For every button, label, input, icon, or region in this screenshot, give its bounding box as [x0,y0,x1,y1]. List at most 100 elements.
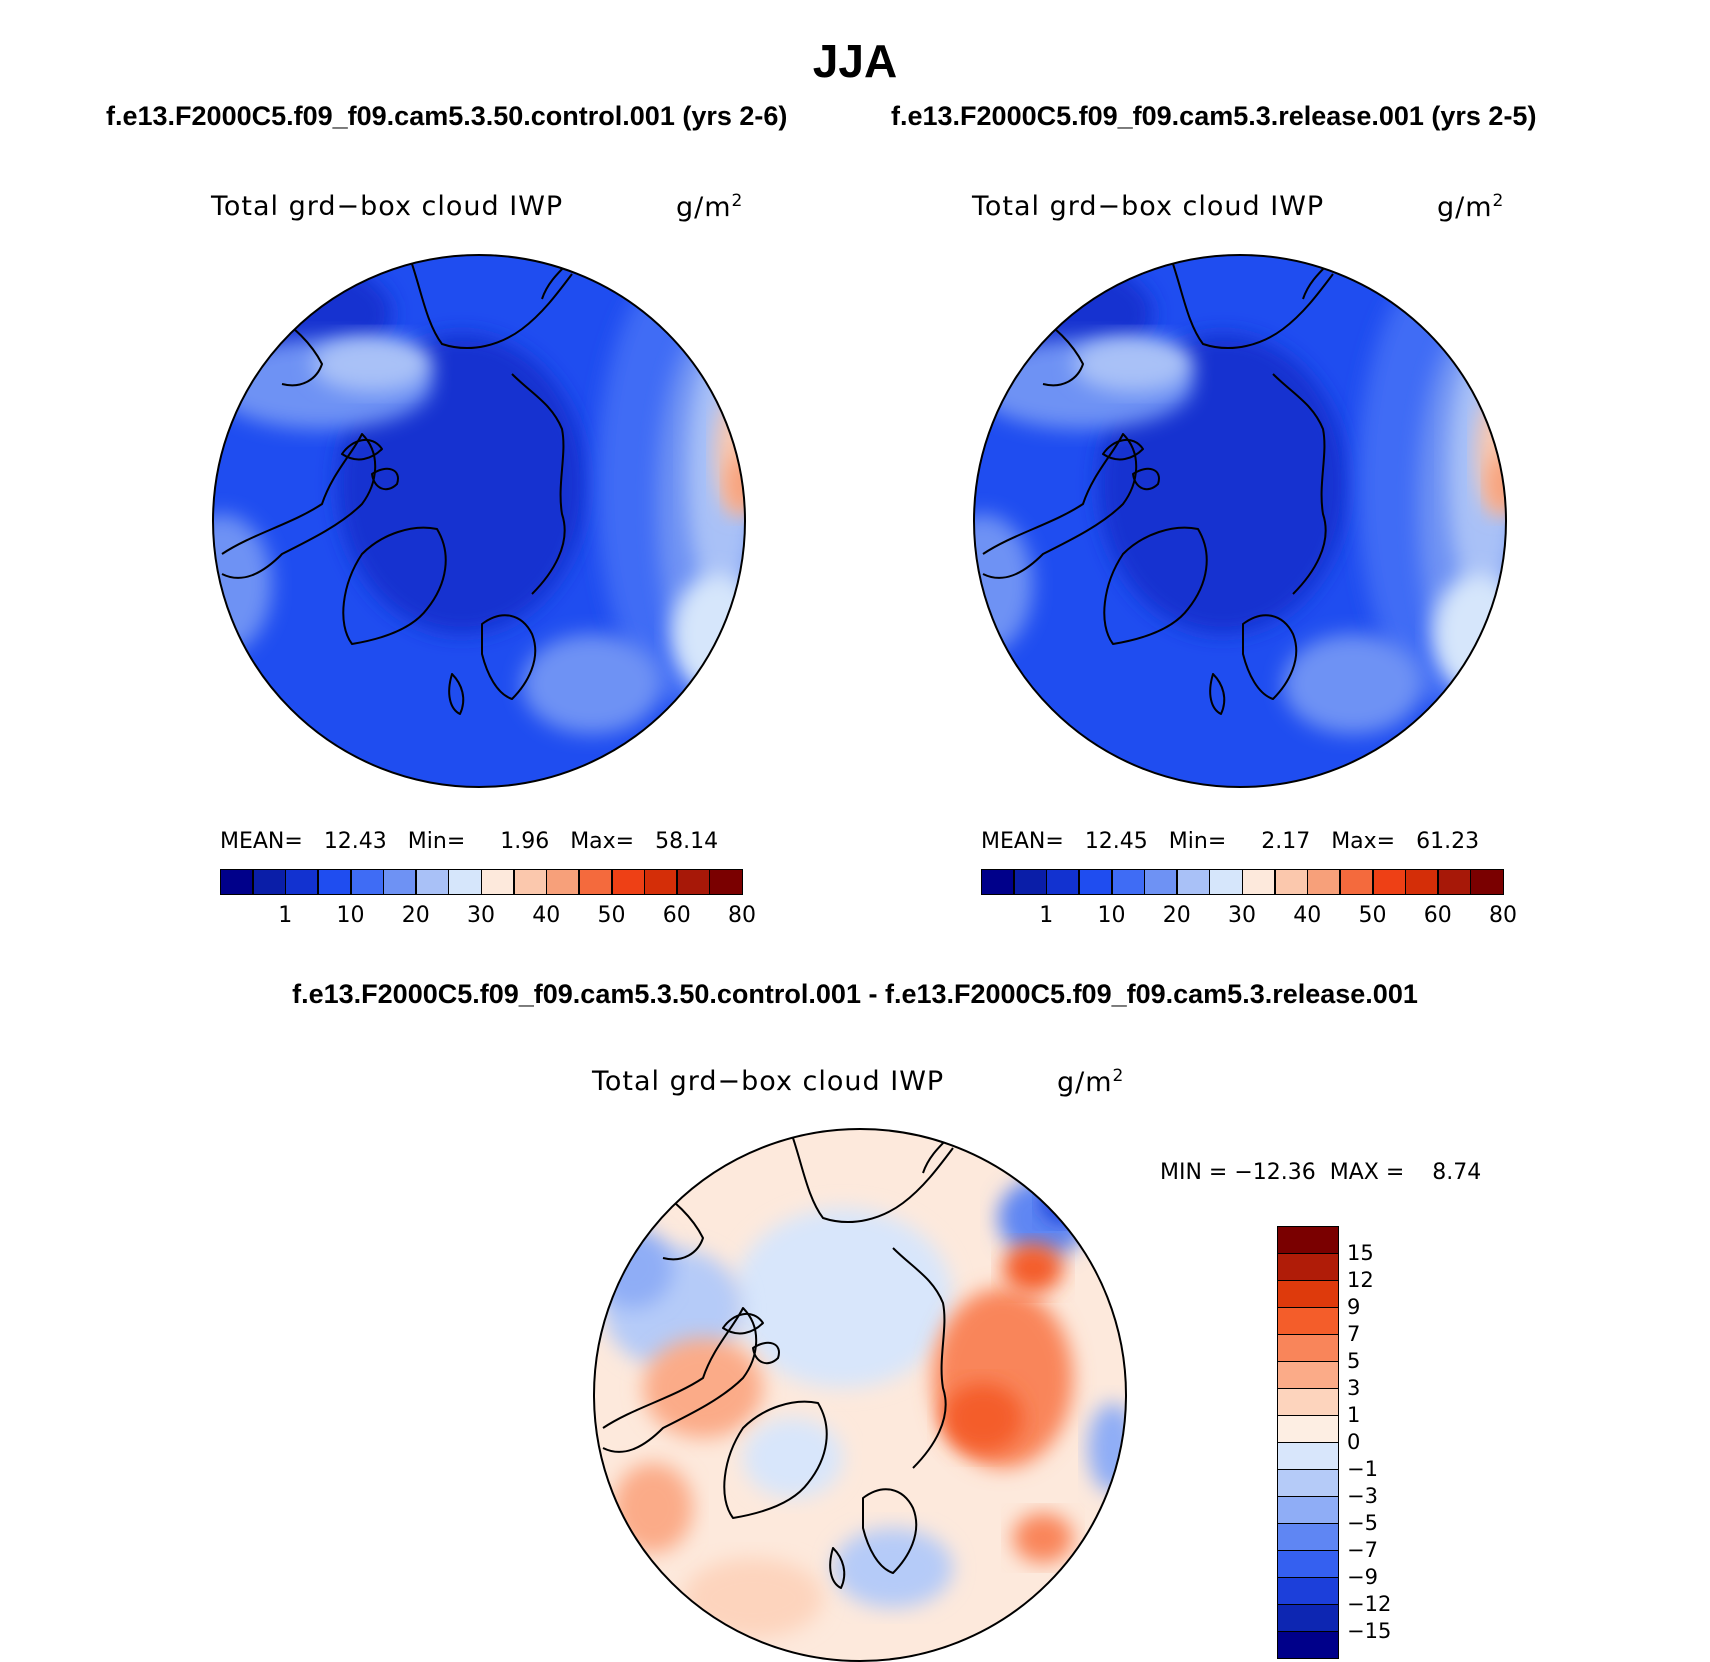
field-region [1013,1513,1073,1563]
right-case-title: f.e13.F2000C5.f09_f09.cam5.3.release.001… [891,101,1537,131]
coastline [792,1137,954,1224]
colorbar-swatch [1277,1496,1339,1524]
colorbar-tick-label: −5 [1347,1511,1378,1535]
colorbar-swatch [481,869,515,895]
colorbar-tick-label: 30 [467,903,495,928]
colorbar-tick-label: 1 [1347,1403,1361,1427]
coastline [371,467,399,491]
colorbar-swatch [1339,869,1373,895]
colorbar-swatch [1274,869,1308,895]
colorbar-panel2-ticks: 1 10 20 30 40 50 60 80 [981,903,1517,931]
panel2-max: 61.23 [1416,829,1480,854]
colorbar-swatch [1144,869,1178,895]
colorbar-tick-label: 0 [1347,1430,1361,1454]
coastline [602,1307,758,1453]
colorbar-swatch [285,869,319,895]
colorbar-swatch [578,869,612,895]
colorbar-tick-label: 10 [336,903,365,928]
colorbar-swatch [1277,1253,1339,1281]
colorbar-tick-label: 80 [1489,903,1517,928]
coastline [722,1313,764,1335]
colorbar-swatch [1277,1415,1339,1443]
colorbar-swatch [1277,1604,1339,1632]
field-region [743,1418,843,1498]
field-region [1073,336,1193,392]
colorbar-swatch [1046,869,1080,895]
colorbar-swatch [448,869,482,895]
map-diff [593,1128,1127,1662]
map-panel1 [212,254,746,788]
coastline [448,673,465,715]
colorbar-tick-label: 7 [1347,1322,1361,1346]
colorbar-tick-label: 1 [1039,903,1054,928]
coastline [892,1247,947,1469]
colorbar-tick-label: 40 [1293,903,1322,928]
field-region [312,336,432,392]
diff-title: f.e13.F2000C5.f09_f09.cam5.3.50.control.… [292,979,1418,1009]
colorbar-swatch [1242,869,1276,895]
coastline [341,439,383,461]
panel2-mean: 12.45 [1084,829,1148,854]
panel3-units: g/m2 [1057,1066,1125,1098]
colorbar-swatch [1405,869,1439,895]
panel2-units: g/m2 [1437,191,1505,223]
field-region [672,574,745,694]
colorbar-swatch [1277,1307,1339,1335]
diff-minmax: MIN = −12.36 MAX = 8.74 [1160,1160,1482,1185]
colorbar-swatch [1111,869,1145,895]
colorbar-swatch [1470,869,1504,895]
map-boundary [973,254,1507,788]
colorbar-swatch [220,869,254,895]
colorbar-swatch [1277,1469,1339,1497]
colorbar-tick-label: −7 [1347,1538,1378,1562]
colorbar-swatch [1277,1388,1339,1416]
colorbar-swatch [709,869,743,895]
coastline [221,433,377,579]
colorbar-swatch [1176,869,1210,895]
colorbar-swatch [676,869,710,895]
colorbar-tick-label: 20 [401,903,430,928]
colorbar-tick-label: −12 [1347,1592,1392,1616]
colorbar-swatch [1277,1577,1339,1605]
colorbar-swatch [1307,869,1341,895]
colorbar-swatch [252,869,286,895]
colorbar-swatch [383,869,417,895]
coastline [723,1400,828,1519]
panel1-units: g/m2 [676,191,744,223]
field-region [943,1383,1023,1453]
colorbar-swatch [317,869,351,895]
coastline [1102,439,1144,461]
colorbar-tick-label: 60 [662,903,691,928]
colorbar-tick-label: −3 [1347,1484,1378,1508]
colorbar-swatch [1372,869,1406,895]
colorbar-tick-label: −15 [1347,1619,1392,1643]
field-region [213,514,272,654]
field-region [1433,574,1506,694]
coastline [1242,614,1298,700]
panel1-min: 1.96 [500,829,550,854]
map-boundary [212,254,746,788]
colorbar-tick-label: 10 [1097,903,1126,928]
panel1-stats: MEAN= 12.43 Min= 1.96 Max= 58.14 [220,829,719,854]
coastline [511,373,566,595]
coastline [1272,373,1327,595]
coastline [411,263,573,350]
colorbar-tick-label: 9 [1347,1295,1361,1319]
coastline [752,1341,780,1365]
colorbar-swatch [1013,869,1047,895]
colorbar-swatch [981,869,1015,895]
map-field [213,255,745,787]
colorbar-tick-label: 30 [1228,903,1256,928]
colorbar-tick-label: 12 [1347,1268,1374,1292]
panel2-stats: MEAN= 12.45 Min= 2.17 Max= 61.23 [981,829,1480,854]
colorbar-tick-label: 60 [1423,903,1452,928]
field-region [1041,1183,1085,1223]
panel1-mean: 12.43 [323,829,387,854]
field-region [613,1463,693,1553]
colorbar-panel1 [220,869,743,895]
panel2-variable-title: Total grd−box cloud IWP [972,191,1325,222]
field-region [1003,1243,1063,1293]
colorbar-swatch [1437,869,1471,895]
map-field [594,1129,1126,1661]
colorbar-tick-label: 50 [597,903,626,928]
